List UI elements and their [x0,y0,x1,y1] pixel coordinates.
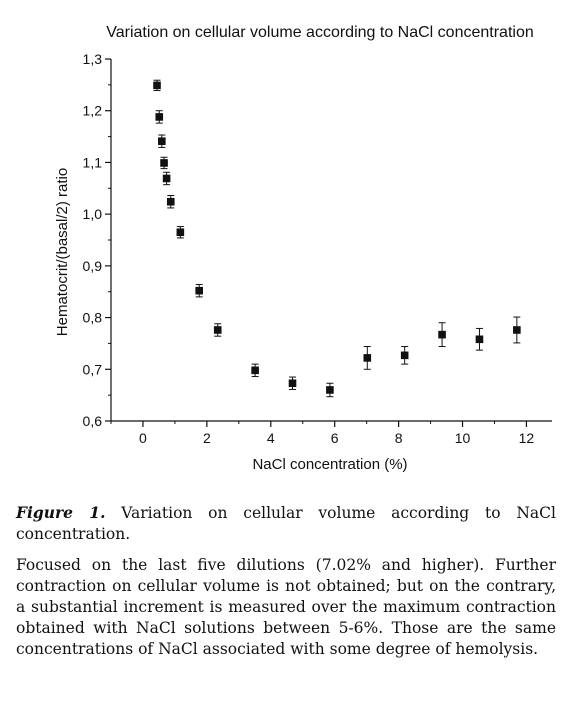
y-tick-label: 0,9 [83,258,103,274]
figure-caption: Figure 1. Variation on cellular volume a… [16,502,556,545]
data-point [162,174,171,183]
data-point [166,197,175,206]
data-point [155,113,164,121]
y-tick-label: 1,0 [83,206,103,222]
data-point [195,286,203,295]
y-tick-label: 1,2 [83,103,103,119]
figure-caption-text: Variation on cellular volume according t… [16,504,556,543]
data-point [438,330,446,339]
data-point [363,354,372,362]
plot-axes: 0,6 0,7 0,8 0,9 1,0 1,1 1,2 1,3 0 2 4 6 8 10 12 [83,51,552,446]
x-tick-label: 10 [455,430,471,446]
y-tick-label: 0,8 [83,310,103,326]
scatter-chart: Variation on cellular volume according t… [54,24,552,473]
body-paragraph: Focused on the last five dilutions (7.02… [16,556,556,658]
chart-title: Variation on cellular volume according t… [106,24,533,41]
y-tick-label: 1,1 [83,154,103,170]
data-point [158,137,166,146]
x-tick-label: 12 [519,430,535,446]
data-point [176,228,185,237]
data-point [251,366,259,375]
data-point [400,351,409,360]
x-tick-label: 6 [331,430,339,446]
data-point [288,379,297,388]
x-tick-label: 2 [203,430,211,446]
y-tick-label: 0,7 [83,361,103,377]
data-points [153,79,521,398]
data-point [213,326,222,334]
x-tick-label: 0 [139,430,147,446]
data-point [160,159,168,167]
x-axis-label: NaCl concentration (%) [252,456,407,473]
x-tick-label: 8 [395,430,403,446]
data-point [513,326,521,334]
figure-label: Figure 1. [16,503,106,522]
y-axis-label: Hematocrit/(basal/2) ratio [54,168,71,336]
x-tick-label: 4 [267,430,275,446]
data-point [326,386,334,394]
data-point [475,335,484,344]
data-point [153,81,161,90]
y-tick-label: 1,3 [83,51,103,67]
y-tick-label: 0,6 [83,413,103,429]
